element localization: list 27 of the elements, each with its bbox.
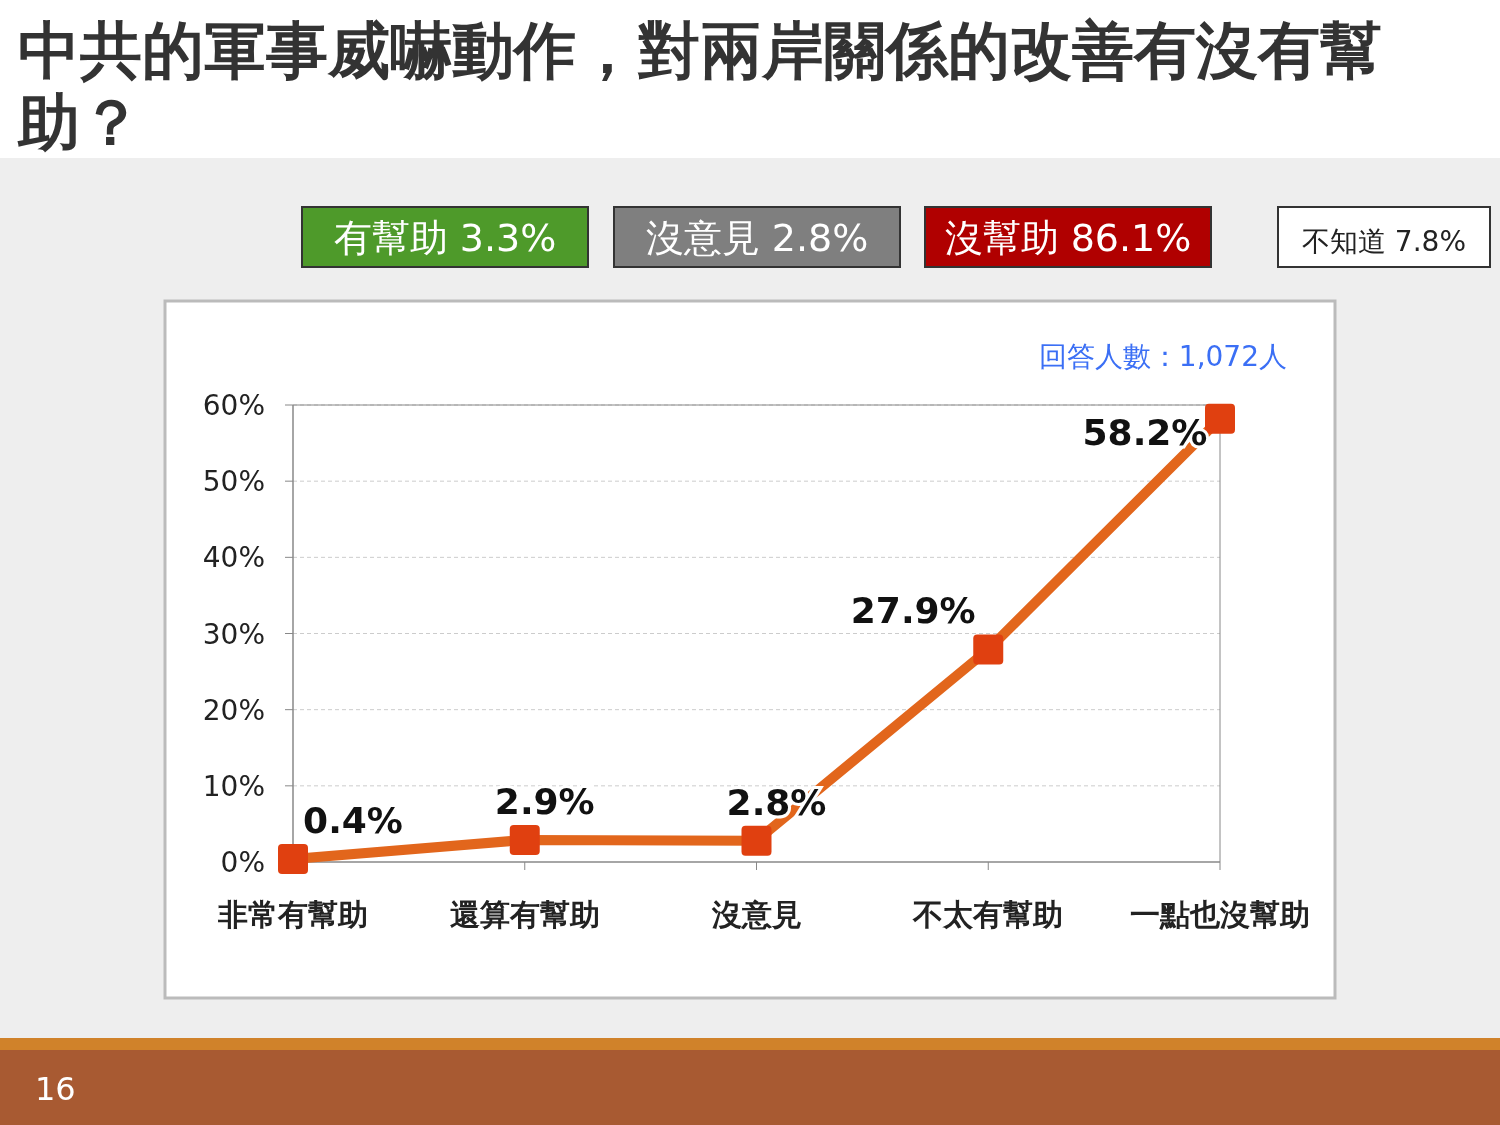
data-label: 0.4% [303, 799, 403, 841]
y-tick-label: 10% [202, 769, 265, 803]
point [1205, 403, 1235, 434]
text: 回答人數：1,072人 [1038, 340, 1287, 373]
point [741, 825, 772, 856]
x-tick-label: 不太有幫助 [912, 897, 1064, 932]
point [509, 824, 540, 855]
text: 不知道 7.8% [1301, 225, 1467, 258]
text: 16 [35, 1070, 76, 1108]
x-tick-label: 一點也沒幫助 [1130, 897, 1310, 932]
point [278, 843, 308, 874]
chart-title: 中共的軍事威嚇動作，對兩岸關係的改善有沒有幫助？ [17, 14, 1382, 159]
y-tick-label: 20% [202, 693, 265, 727]
data-label: 2.9% [494, 780, 595, 822]
x-tick-label: 非常有幫助 [217, 897, 368, 932]
y-tick-label: 60% [202, 389, 265, 422]
y-tick-label: 0% [220, 846, 265, 879]
x-tick-label: 還算有幫助 [449, 897, 600, 932]
y-tick-label: 50% [202, 465, 265, 499]
text: 沒意見 2.8% [645, 216, 869, 260]
y-tick-label: 40% [202, 541, 265, 575]
text: 沒幫助 86.1% [944, 216, 1192, 260]
point [973, 634, 1004, 665]
y-tick-label: 30% [202, 617, 265, 651]
data-label: 27.9% [850, 590, 976, 632]
x-tick-label: 沒意見 [710, 897, 802, 932]
text: 有幫助 3.3% [333, 216, 557, 260]
